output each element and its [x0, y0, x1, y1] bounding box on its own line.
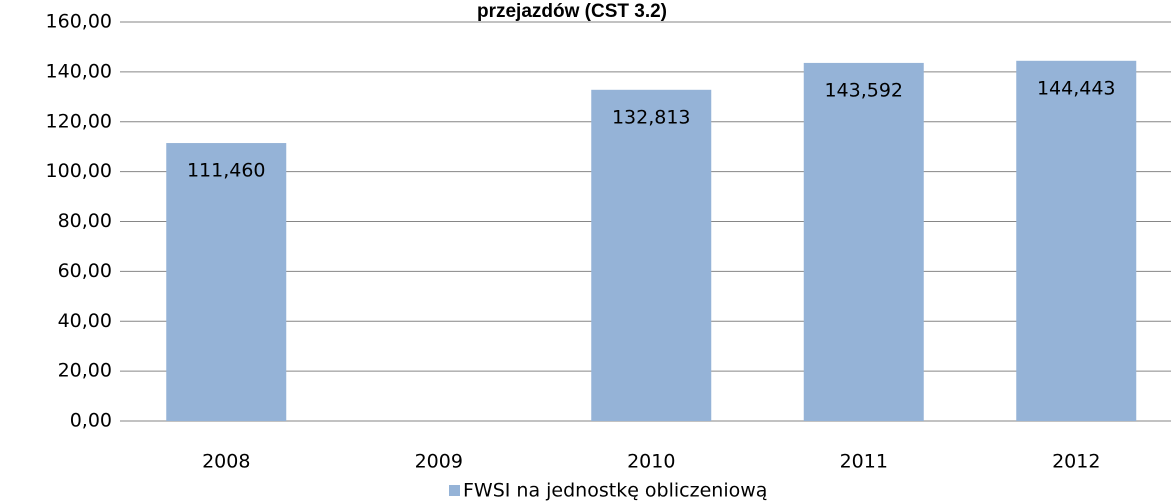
- y-tick-label: 120,00: [46, 110, 112, 132]
- bar: [1016, 60, 1137, 422]
- x-tick-label: 2012: [1052, 451, 1100, 473]
- data-label: 143,592: [824, 79, 903, 101]
- data-label: 132,813: [612, 106, 691, 128]
- y-tick-label: 0,00: [70, 410, 112, 432]
- legend-label: FWSI na jednostkę obliczeniową: [463, 480, 767, 502]
- x-tick-label: 2011: [840, 451, 888, 473]
- bar: [591, 89, 712, 422]
- bar: [166, 143, 287, 421]
- x-tick-label: 2009: [415, 451, 463, 473]
- data-label: 144,443: [1037, 77, 1116, 99]
- x-tick-label: 2010: [627, 451, 675, 473]
- y-tick-label: 160,00: [46, 11, 112, 33]
- y-tick-label: 140,00: [46, 60, 112, 82]
- y-tick-label: 80,00: [58, 210, 112, 232]
- bar: [803, 62, 924, 421]
- y-tick-label: 40,00: [58, 310, 112, 332]
- chart-title: przejazdów (CST 3.2): [477, 1, 667, 22]
- y-tick-label: 60,00: [58, 260, 112, 282]
- y-tick-label: 100,00: [46, 160, 112, 182]
- legend-swatch: [449, 485, 460, 496]
- y-tick-label: 20,00: [58, 360, 112, 382]
- x-tick-label: 2008: [202, 451, 250, 473]
- data-label: 111,460: [187, 160, 266, 182]
